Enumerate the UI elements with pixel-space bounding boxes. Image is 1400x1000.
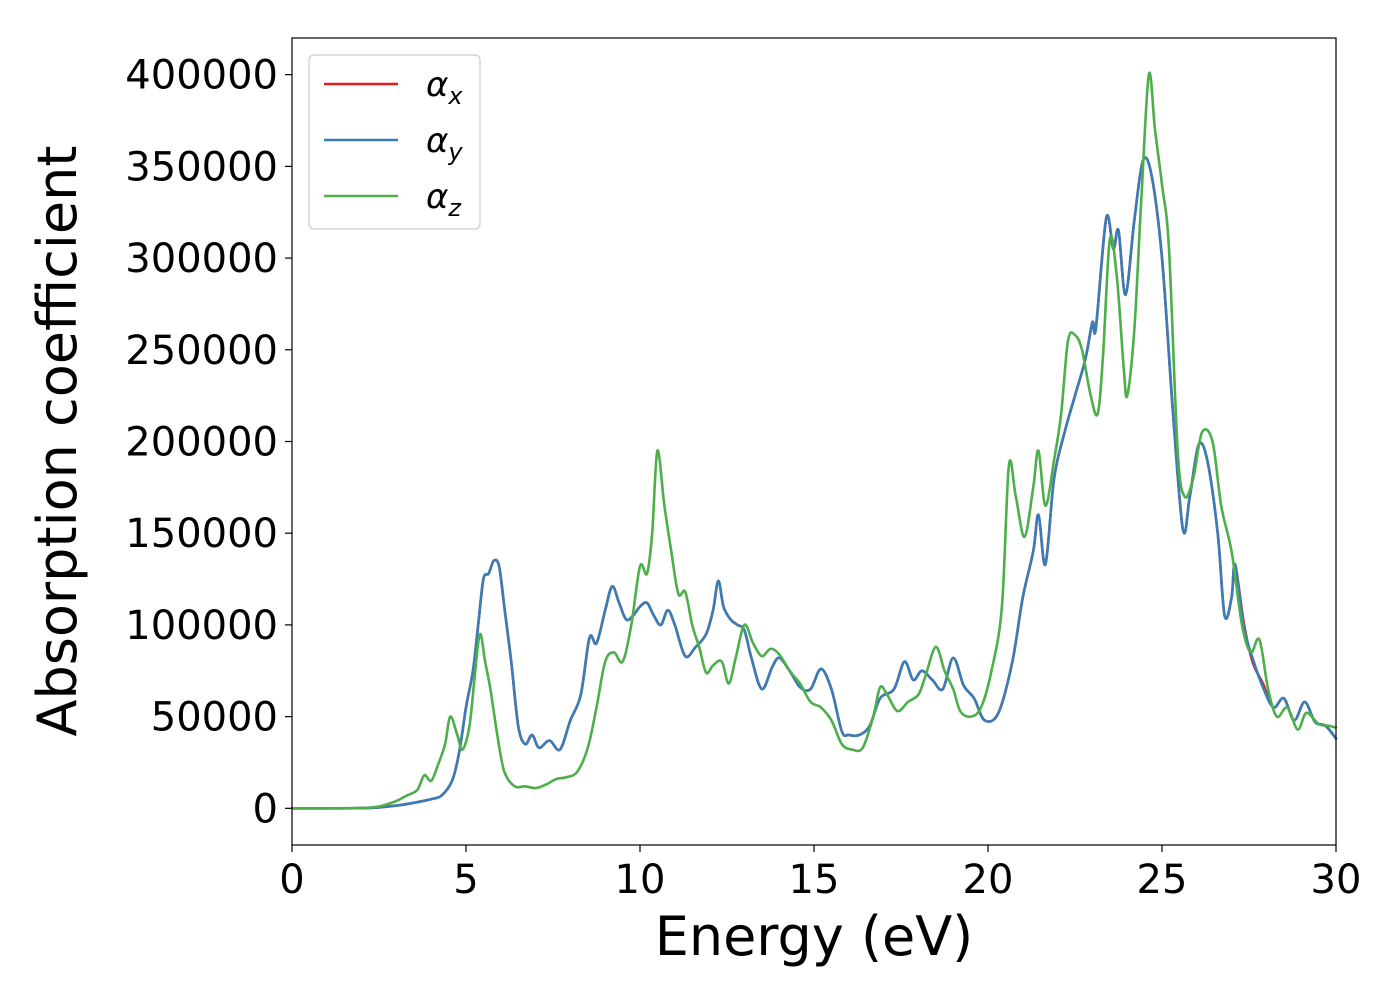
x-tick-label: 20 bbox=[963, 857, 1014, 903]
x-axis-ticks: 0 5 10 15 20 25 30 bbox=[279, 845, 1361, 903]
y-tick-label: 150000 bbox=[125, 511, 278, 557]
y-tick-label: 400000 bbox=[125, 53, 278, 99]
y-axis-ticks: 0 50000 100000 150000 200000 250000 300000 3500… bbox=[125, 53, 292, 832]
x-tick-label: 25 bbox=[1137, 857, 1188, 903]
legend-box bbox=[308, 54, 481, 230]
x-tick-label: 30 bbox=[1311, 857, 1362, 903]
series-line-y bbox=[290, 156, 1338, 810]
series-line-z bbox=[290, 71, 1338, 810]
y-tick-label: 250000 bbox=[125, 328, 278, 374]
series-layer bbox=[290, 71, 1338, 810]
x-tick-label: 15 bbox=[789, 857, 840, 903]
y-tick-label: 350000 bbox=[125, 144, 278, 190]
y-tick-label: 50000 bbox=[151, 695, 278, 741]
y-tick-label: 100000 bbox=[125, 603, 278, 649]
y-tick-label: 200000 bbox=[125, 420, 278, 466]
x-tick-label: 0 bbox=[279, 857, 304, 903]
y-tick-label: 0 bbox=[253, 786, 278, 832]
x-tick-label: 5 bbox=[453, 857, 478, 903]
x-tick-label: 10 bbox=[615, 857, 666, 903]
y-axis-label: Absorption coefficient bbox=[26, 146, 89, 737]
x-axis-label: Energy (eV) bbox=[655, 905, 974, 968]
y-tick-label: 300000 bbox=[125, 236, 278, 282]
